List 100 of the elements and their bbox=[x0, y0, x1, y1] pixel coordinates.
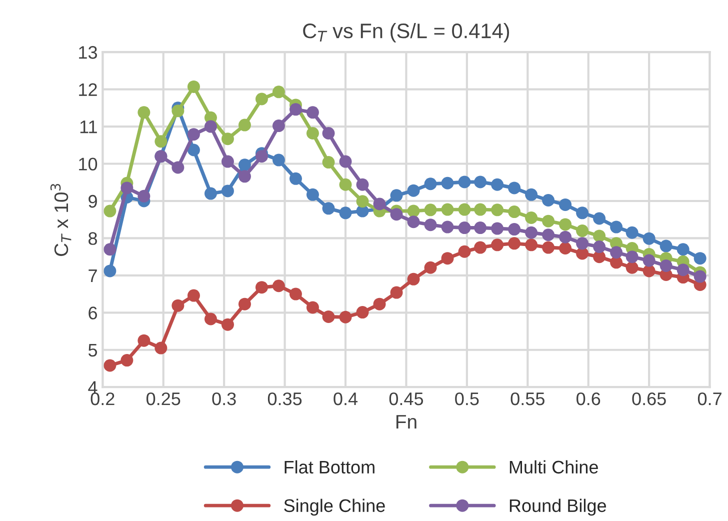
point bbox=[525, 188, 538, 201]
point bbox=[694, 270, 706, 283]
point bbox=[407, 204, 420, 218]
x-tick-label: 0.55 bbox=[510, 392, 544, 406]
point bbox=[491, 178, 504, 191]
point bbox=[559, 198, 572, 211]
point bbox=[204, 187, 217, 200]
point bbox=[525, 238, 538, 252]
point bbox=[204, 312, 217, 326]
point bbox=[255, 281, 268, 294]
point bbox=[593, 212, 606, 225]
point bbox=[104, 359, 116, 372]
point bbox=[238, 118, 251, 132]
x-tick-label: 0.65 bbox=[632, 392, 666, 406]
point bbox=[272, 120, 285, 132]
point bbox=[593, 240, 606, 254]
point bbox=[104, 243, 116, 256]
point bbox=[542, 214, 555, 228]
point bbox=[576, 224, 589, 238]
point bbox=[356, 195, 369, 208]
point bbox=[407, 272, 420, 286]
point bbox=[610, 246, 623, 259]
point bbox=[221, 132, 234, 146]
point bbox=[642, 264, 656, 278]
x-tick-label: 0.45 bbox=[389, 392, 424, 406]
point bbox=[390, 208, 403, 221]
point bbox=[491, 222, 504, 235]
x-tick-label: 0.7 bbox=[698, 392, 722, 406]
y-tick-label: 4 bbox=[88, 381, 98, 394]
point bbox=[187, 128, 200, 141]
point bbox=[424, 178, 437, 190]
y-tick-label: 5 bbox=[88, 344, 98, 357]
point bbox=[642, 232, 656, 245]
point bbox=[660, 260, 672, 272]
point bbox=[339, 178, 352, 191]
point bbox=[474, 222, 487, 234]
point bbox=[441, 252, 454, 265]
point bbox=[441, 203, 454, 216]
point bbox=[322, 126, 335, 140]
y-axis-title: C$_{T}$ x 10$^{3}$ bbox=[50, 184, 72, 256]
point bbox=[104, 264, 116, 278]
point bbox=[508, 206, 521, 218]
point bbox=[407, 184, 420, 197]
x-tick-label: 0.2 bbox=[90, 392, 114, 406]
x-axis-title: Fn bbox=[396, 415, 416, 428]
point bbox=[172, 104, 184, 118]
point bbox=[356, 306, 369, 319]
chart-title: C$_{T}$ vs Fn (S/L = 0.414) bbox=[303, 23, 510, 42]
point bbox=[356, 178, 369, 191]
point bbox=[339, 155, 352, 168]
point bbox=[491, 238, 504, 252]
point bbox=[694, 252, 706, 265]
point bbox=[138, 334, 150, 347]
point bbox=[542, 241, 555, 254]
point bbox=[642, 254, 656, 267]
y-tick-label: 8 bbox=[88, 232, 98, 245]
x-tick-label: 0.25 bbox=[146, 392, 180, 406]
point bbox=[138, 190, 150, 202]
y-tick-label: 9 bbox=[88, 194, 97, 208]
legend-label: Single Chine bbox=[284, 498, 385, 516]
point bbox=[474, 176, 487, 188]
point bbox=[306, 126, 319, 140]
point bbox=[542, 228, 555, 242]
point bbox=[424, 218, 437, 232]
point bbox=[559, 230, 572, 244]
point bbox=[289, 103, 302, 116]
x-tick-label: 0.3 bbox=[212, 392, 236, 406]
point bbox=[441, 176, 454, 190]
point bbox=[138, 106, 150, 119]
point bbox=[676, 243, 690, 256]
point bbox=[576, 237, 589, 250]
point bbox=[306, 106, 319, 119]
point bbox=[255, 92, 268, 106]
point bbox=[339, 310, 352, 324]
y-tick-label: 6 bbox=[88, 306, 97, 320]
point bbox=[238, 170, 251, 183]
legend-label: Multi Chine bbox=[510, 460, 598, 474]
point bbox=[238, 298, 251, 310]
point bbox=[559, 242, 572, 255]
point bbox=[187, 289, 200, 302]
point bbox=[508, 223, 521, 236]
point bbox=[474, 241, 487, 254]
x-tick-label: 0.5 bbox=[455, 392, 479, 406]
point bbox=[154, 135, 168, 148]
point bbox=[154, 342, 168, 354]
point bbox=[424, 204, 437, 216]
point bbox=[407, 216, 420, 228]
y-tick-label: 10 bbox=[79, 158, 98, 170]
point bbox=[559, 218, 572, 231]
point bbox=[458, 176, 471, 188]
point bbox=[172, 161, 184, 174]
point bbox=[306, 188, 319, 201]
point bbox=[542, 194, 555, 206]
point bbox=[289, 172, 302, 185]
point bbox=[238, 158, 251, 172]
point bbox=[474, 203, 487, 216]
point bbox=[322, 310, 335, 324]
point bbox=[221, 184, 234, 198]
x-tick-label: 0.4 bbox=[334, 392, 358, 406]
point bbox=[272, 280, 285, 292]
